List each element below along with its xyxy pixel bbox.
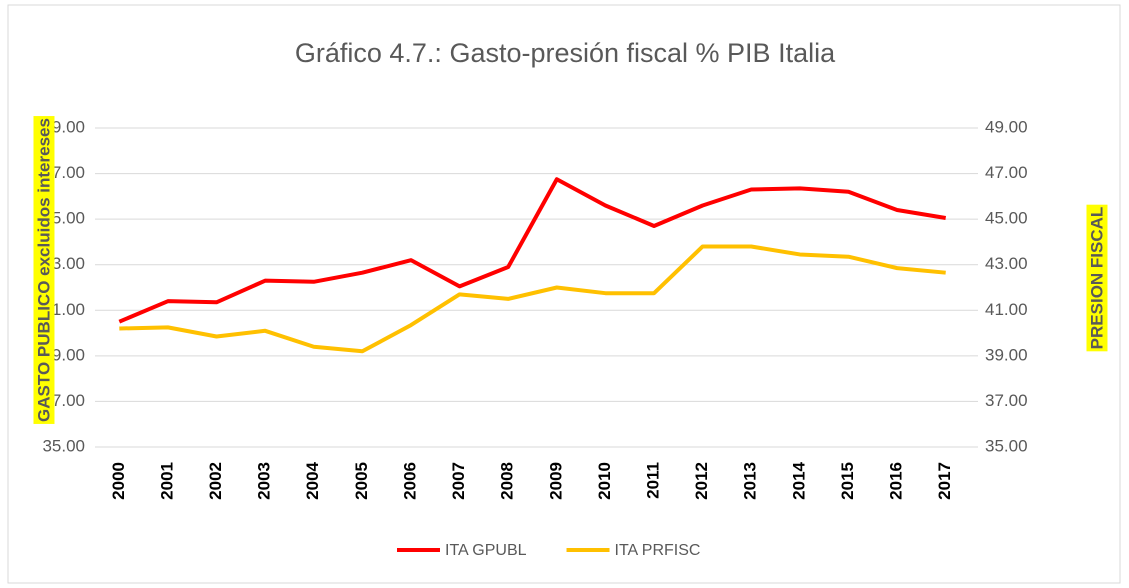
x-tick-label: 2004 bbox=[303, 461, 322, 499]
y2-tick-label: 39.00 bbox=[985, 345, 1028, 364]
x-tick-label: 2014 bbox=[789, 461, 808, 499]
x-tick-label: 2006 bbox=[400, 462, 419, 500]
y2-tick-label: 45.00 bbox=[985, 209, 1028, 228]
x-tick-label: 2008 bbox=[498, 462, 517, 500]
y2-tick-label: 49.00 bbox=[985, 117, 1028, 136]
y2-tick-label: 43.00 bbox=[985, 254, 1028, 273]
y2-axis-title-group: PRESION FISCAL bbox=[1086, 204, 1108, 352]
x-tick-label: 2001 bbox=[157, 462, 176, 500]
x-tick-label: 2015 bbox=[838, 462, 857, 500]
x-tick-label: 2016 bbox=[887, 462, 906, 500]
x-tick-label: 2009 bbox=[546, 462, 565, 500]
y-axis-title: GASTO PUBLICO excluidos intereses bbox=[34, 118, 53, 422]
x-tick-label: 2007 bbox=[449, 462, 468, 500]
y2-axis-title: PRESION FISCAL bbox=[1087, 207, 1106, 350]
x-tick-label: 2005 bbox=[352, 462, 371, 500]
y2-tick-label: 47.00 bbox=[985, 163, 1028, 182]
y2-tick-label: 37.00 bbox=[985, 391, 1028, 410]
y2-tick-label: 41.00 bbox=[985, 300, 1028, 319]
x-tick-label: 2003 bbox=[255, 462, 274, 500]
y-axis-title-group: GASTO PUBLICO excluidos intereses bbox=[33, 116, 55, 424]
y2-tick-label: 35.00 bbox=[985, 436, 1028, 455]
x-tick-label: 2017 bbox=[935, 462, 954, 500]
x-tick-label: 2002 bbox=[206, 462, 225, 500]
series-line bbox=[119, 244, 946, 354]
x-tick-label: 2000 bbox=[109, 462, 128, 500]
series-line bbox=[118, 177, 947, 324]
chart-title: Gráfico 4.7.: Gasto-presión fiscal % PIB… bbox=[295, 38, 836, 68]
y2-axis-title-highlight bbox=[1086, 204, 1108, 352]
x-tick-label: 2010 bbox=[595, 462, 614, 500]
y-tick-label: 35.00 bbox=[42, 436, 85, 455]
legend-label: ITA PRFISC bbox=[615, 542, 701, 559]
chart-border bbox=[7, 4, 1121, 584]
x-tick-label: 2011 bbox=[644, 462, 663, 499]
x-tick-label: 2013 bbox=[741, 462, 760, 500]
y-axis-title-highlight bbox=[33, 116, 55, 424]
legend-label: ITA GPUBL bbox=[445, 542, 527, 559]
x-tick-label: 2012 bbox=[692, 462, 711, 500]
